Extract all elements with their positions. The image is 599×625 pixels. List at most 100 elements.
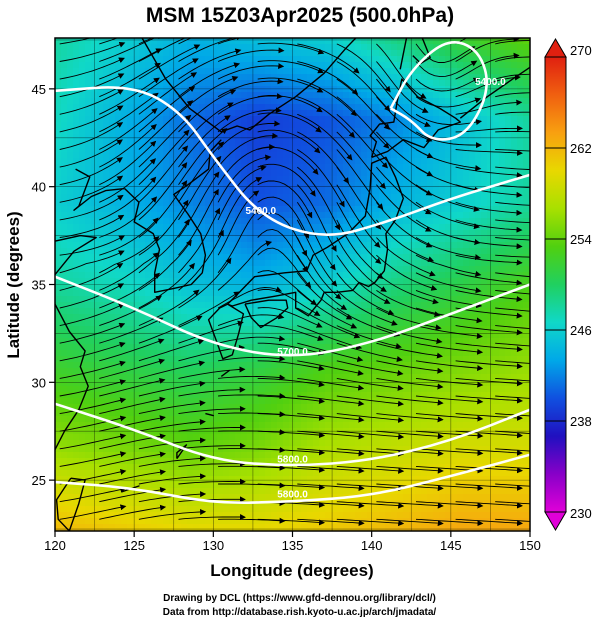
temperature-cell (463, 176, 470, 183)
temperature-cell (235, 248, 242, 255)
temperature-cell (217, 386, 224, 393)
temperature-cell (355, 218, 362, 225)
temperature-cell (295, 62, 302, 69)
temperature-cell (475, 344, 482, 351)
temperature-cell (247, 62, 254, 69)
temperature-cell (265, 50, 272, 57)
temperature-cell (391, 104, 398, 111)
temperature-cell (121, 344, 128, 351)
temperature-cell (175, 206, 182, 213)
temperature-cell (469, 236, 476, 243)
temperature-cell (127, 134, 134, 141)
temperature-cell (469, 194, 476, 201)
temperature-cell (163, 68, 170, 75)
temperature-cell (103, 350, 110, 357)
temperature-cell (523, 110, 530, 117)
temperature-cell (409, 98, 416, 105)
temperature-cell (415, 302, 422, 309)
temperature-cell (325, 254, 332, 261)
temperature-cell (367, 260, 374, 267)
temperature-cell (445, 224, 452, 231)
temperature-cell (181, 284, 188, 291)
temperature-cell (409, 404, 416, 411)
temperature-cell (139, 62, 146, 69)
temperature-cell (367, 266, 374, 273)
temperature-cell (97, 320, 104, 327)
temperature-cell (133, 224, 140, 231)
temperature-cell (403, 86, 410, 93)
temperature-cell (133, 284, 140, 291)
temperature-cell (343, 86, 350, 93)
temperature-cell (397, 38, 404, 45)
temperature-cell (457, 116, 464, 123)
temperature-cell (511, 92, 518, 99)
temperature-cell (301, 104, 308, 111)
temperature-cell (67, 182, 74, 189)
temperature-cell (445, 386, 452, 393)
temperature-cell (85, 92, 92, 99)
temperature-cell (253, 38, 260, 45)
temperature-cell (187, 320, 194, 327)
temperature-cell (511, 224, 518, 231)
temperature-cell (247, 350, 254, 357)
temperature-cell (397, 116, 404, 123)
temperature-cell (313, 278, 320, 285)
temperature-cell (517, 164, 524, 171)
temperature-cell (409, 344, 416, 351)
temperature-cell (463, 248, 470, 255)
temperature-cell (433, 152, 440, 159)
temperature-cell (163, 404, 170, 411)
temperature-cell (409, 368, 416, 375)
temperature-cell (259, 332, 266, 339)
temperature-cell (61, 38, 68, 45)
temperature-cell (379, 320, 386, 327)
temperature-cell (427, 290, 434, 297)
temperature-cell (385, 356, 392, 363)
temperature-cell (523, 56, 530, 63)
temperature-cell (415, 80, 422, 87)
temperature-cell (313, 80, 320, 87)
temperature-cell (115, 224, 122, 231)
temperature-cell (97, 212, 104, 219)
temperature-cell (403, 68, 410, 75)
temperature-cell (109, 98, 116, 105)
temperature-cell (127, 152, 134, 159)
temperature-cell (85, 218, 92, 225)
temperature-cell (427, 146, 434, 153)
temperature-cell (127, 146, 134, 153)
temperature-cell (199, 152, 206, 159)
temperature-cell (325, 302, 332, 309)
temperature-cell (151, 308, 158, 315)
temperature-cell (175, 140, 182, 147)
temperature-cell (139, 380, 146, 387)
temperature-cell (397, 404, 404, 411)
temperature-cell (277, 278, 284, 285)
temperature-cell (523, 146, 530, 153)
temperature-cell (199, 242, 206, 249)
temperature-cell (169, 38, 176, 45)
temperature-cell (229, 122, 236, 129)
temperature-cell (199, 404, 206, 411)
temperature-cell (445, 212, 452, 219)
temperature-cell (421, 272, 428, 279)
temperature-cell (73, 356, 80, 363)
temperature-cell (151, 152, 158, 159)
temperature-cell (67, 260, 74, 267)
temperature-cell (457, 200, 464, 207)
temperature-cell (373, 188, 380, 195)
temperature-cell (343, 338, 350, 345)
temperature-cell (385, 74, 392, 81)
temperature-cell (55, 146, 62, 153)
temperature-cell (265, 44, 272, 51)
temperature-cell (325, 74, 332, 81)
temperature-cell (493, 380, 500, 387)
temperature-cell (127, 38, 134, 45)
temperature-cell (277, 122, 284, 129)
temperature-cell (85, 380, 92, 387)
temperature-cell (385, 398, 392, 405)
temperature-cell (385, 134, 392, 141)
temperature-cell (109, 392, 116, 399)
temperature-cell (349, 146, 356, 153)
temperature-cell (355, 284, 362, 291)
temperature-cell (127, 392, 134, 399)
